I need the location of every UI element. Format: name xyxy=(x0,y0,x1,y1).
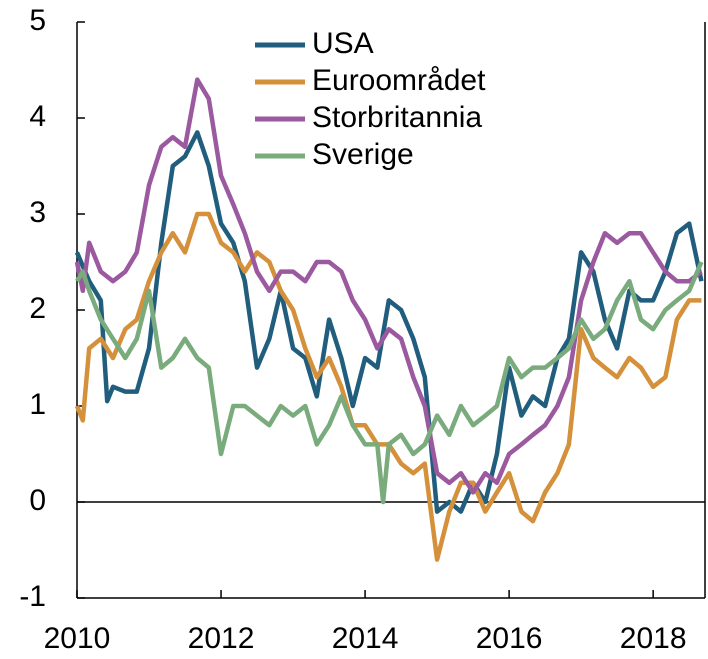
y-tick-label: 4 xyxy=(29,100,46,133)
x-tick-label: 2012 xyxy=(188,622,255,655)
y-tick-label: 0 xyxy=(29,484,46,517)
series-line xyxy=(74,211,702,562)
series-line xyxy=(75,261,704,505)
legend-label: USA xyxy=(312,27,374,60)
y-tick-label: -1 xyxy=(19,580,46,613)
x-tick-label: 2018 xyxy=(620,622,687,655)
legend-label: Euroområdet xyxy=(312,64,486,97)
x-tick-label: 2014 xyxy=(332,622,399,655)
legend-label: Sverige xyxy=(312,138,414,171)
series-line xyxy=(74,130,704,514)
x-tick-label: 2010 xyxy=(44,622,111,655)
y-tick-label: 3 xyxy=(29,196,46,229)
y-tick-label: 2 xyxy=(29,292,46,325)
x-tick-label: 2016 xyxy=(476,622,543,655)
series-line xyxy=(74,77,703,495)
y-tick-label: 5 xyxy=(29,4,46,37)
legend-label: Storbritannia xyxy=(312,101,482,134)
y-tick-label: 1 xyxy=(29,388,46,421)
